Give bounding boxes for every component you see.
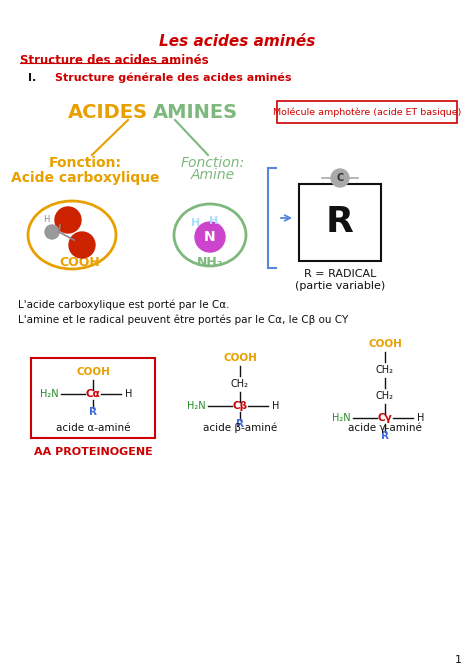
Text: Fonction:: Fonction: <box>181 156 245 170</box>
Text: L'acide carboxylique est porté par le Cα.: L'acide carboxylique est porté par le Cα… <box>18 299 229 310</box>
Text: CH₂: CH₂ <box>231 379 249 389</box>
Ellipse shape <box>28 201 116 269</box>
Text: C: C <box>337 173 344 183</box>
Text: R = RADICAL: R = RADICAL <box>304 269 376 279</box>
Text: Acide carboxylique: Acide carboxylique <box>11 171 159 185</box>
Text: NH₂: NH₂ <box>197 257 223 269</box>
Text: COOH: COOH <box>368 339 402 349</box>
Text: Fonction:: Fonction: <box>48 156 121 170</box>
Text: AA PROTEINOGENE: AA PROTEINOGENE <box>34 447 152 457</box>
Text: ACIDES: ACIDES <box>68 103 148 123</box>
Circle shape <box>45 225 59 239</box>
Text: H: H <box>43 216 49 224</box>
Text: 1: 1 <box>455 655 462 665</box>
Text: H: H <box>210 216 219 226</box>
Text: I.: I. <box>28 73 36 83</box>
Ellipse shape <box>174 204 246 266</box>
Text: H: H <box>125 389 132 399</box>
Text: CH₂: CH₂ <box>376 365 394 375</box>
Text: R: R <box>89 407 97 417</box>
Text: N: N <box>204 230 216 244</box>
Text: R: R <box>236 419 244 429</box>
Text: acide α-aminé: acide α-aminé <box>56 423 130 433</box>
Text: H₂N: H₂N <box>332 413 351 423</box>
Circle shape <box>331 169 349 187</box>
Text: Molécule amphotère (acide ET basique): Molécule amphotère (acide ET basique) <box>273 107 461 117</box>
Text: AMINES: AMINES <box>153 103 238 123</box>
FancyBboxPatch shape <box>299 184 381 261</box>
Text: H: H <box>272 401 279 411</box>
Text: L'amine et le radical peuvent être portés par le Cα, le Cβ ou CY: L'amine et le radical peuvent être porté… <box>18 315 348 325</box>
FancyBboxPatch shape <box>277 101 457 123</box>
Text: Structure générale des acides aminés: Structure générale des acides aminés <box>55 73 292 83</box>
Text: Les acides aminés: Les acides aminés <box>159 34 315 50</box>
Text: acide β-aminé: acide β-aminé <box>203 423 277 433</box>
Text: Cβ: Cβ <box>232 401 247 411</box>
Text: acide γ-aminé: acide γ-aminé <box>348 423 422 433</box>
Text: CH₂: CH₂ <box>376 391 394 401</box>
Text: COOH: COOH <box>76 367 110 377</box>
Text: H₂N: H₂N <box>187 401 206 411</box>
Text: H: H <box>417 413 424 423</box>
Text: COOH: COOH <box>60 257 100 269</box>
Text: Cα: Cα <box>86 389 100 399</box>
Text: (partie variable): (partie variable) <box>295 281 385 291</box>
Text: Cγ: Cγ <box>378 413 392 423</box>
Text: R: R <box>326 206 354 239</box>
Circle shape <box>69 232 95 258</box>
Text: R: R <box>381 431 389 441</box>
Text: COOH: COOH <box>223 353 257 363</box>
Text: H: H <box>191 218 201 228</box>
Circle shape <box>195 222 225 252</box>
Text: Structure des acides aminés: Structure des acides aminés <box>20 54 209 66</box>
Text: H₂N: H₂N <box>40 389 59 399</box>
Circle shape <box>55 207 81 233</box>
Text: Amine: Amine <box>191 168 235 182</box>
